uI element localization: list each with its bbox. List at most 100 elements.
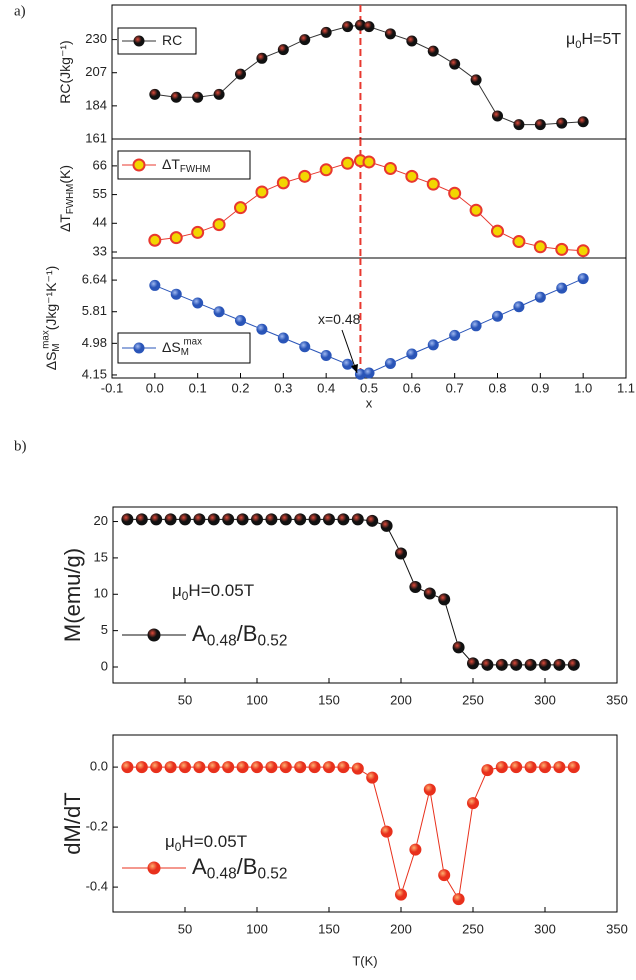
text-part: ΔS (162, 339, 181, 355)
legend-label: ΔTFWHM (162, 156, 210, 175)
marker (426, 177, 440, 191)
legend-marker (147, 861, 161, 875)
marker (149, 88, 161, 100)
marker (207, 513, 220, 526)
marker (384, 28, 396, 40)
marker (148, 233, 162, 247)
marker (169, 231, 183, 245)
marker (235, 314, 246, 326)
x-tick-label: 50 (178, 921, 192, 936)
marker (135, 761, 148, 774)
marker (351, 762, 364, 775)
marker (556, 282, 568, 294)
marker (135, 513, 148, 526)
y-tick-label: 184 (85, 97, 107, 112)
marker (351, 513, 364, 526)
marker (121, 513, 134, 526)
marker (409, 843, 422, 856)
text-part: 0.48 (207, 633, 237, 650)
series-line (154, 24, 584, 126)
x-tick-label: 250 (462, 692, 484, 707)
text-part: M(emu/g) (60, 548, 85, 642)
y-tick-label: 6.64 (82, 272, 107, 287)
text-part: ΔS (43, 352, 59, 371)
marker (277, 44, 289, 56)
legend-marker (133, 342, 145, 354)
y-tick-label: -0.4 (86, 879, 108, 894)
marker (567, 761, 580, 774)
marker (406, 348, 418, 360)
x-tick-label: 150 (318, 921, 340, 936)
marker (524, 761, 537, 774)
marker (265, 761, 278, 774)
text-part: H=0.05T (181, 832, 247, 851)
marker (150, 513, 163, 526)
marker (179, 761, 191, 774)
y-axis-label: ΔTFWHM(K) (57, 165, 76, 232)
x-tick-label: 100 (246, 692, 268, 707)
text-part: /B (237, 621, 258, 646)
marker (298, 169, 312, 183)
y-tick-label: 230 (85, 31, 107, 46)
text-part: M (51, 343, 62, 351)
marker (342, 21, 354, 33)
x-tick-label: 0.8 (488, 380, 506, 395)
marker (512, 235, 526, 249)
text-part: FWHM (180, 164, 210, 175)
marker (256, 52, 268, 64)
marker (513, 119, 525, 131)
x-tick-label: 0.3 (274, 380, 292, 395)
marker (354, 368, 366, 380)
legend-marker (133, 35, 145, 47)
marker (192, 297, 204, 309)
x-tick-label: -0.1 (101, 380, 123, 395)
marker (467, 797, 479, 810)
text-part: dM/dT (60, 792, 85, 854)
x-tick-label: 250 (462, 921, 484, 936)
marker (191, 225, 205, 239)
marker (251, 513, 263, 526)
y-tick-label: 15 (94, 549, 108, 564)
text-part: max (40, 330, 51, 349)
marker (555, 242, 569, 256)
text-part: RC(Jkg⁻¹) (57, 40, 73, 103)
y-tick-label: 0 (101, 658, 108, 673)
marker (294, 513, 307, 526)
x-axis-label: x (366, 395, 373, 410)
marker (276, 176, 290, 190)
marker (467, 657, 479, 670)
marker (255, 185, 269, 199)
marker (405, 169, 419, 183)
marker (337, 761, 350, 774)
marker (308, 761, 321, 774)
panel-label: a) (14, 3, 26, 19)
y-tick-label: 5 (101, 622, 108, 637)
y-tick-label: 44 (93, 215, 107, 230)
marker (323, 513, 335, 526)
marker (556, 117, 568, 129)
x-tick-label: 0.0 (146, 380, 164, 395)
y-tick-label: 0.0 (90, 759, 108, 774)
marker (193, 513, 206, 526)
arrow-head (351, 364, 358, 373)
text-part: A (192, 854, 207, 879)
y-tick-label: 161 (85, 130, 107, 145)
marker (366, 514, 379, 527)
marker (481, 764, 494, 777)
marker (533, 240, 547, 254)
y-tick-label: 55 (93, 186, 107, 201)
marker (320, 350, 332, 362)
marker (319, 163, 333, 177)
marker (363, 367, 375, 379)
x-tick-label: 0.1 (189, 380, 207, 395)
text-part: (K) (57, 165, 73, 184)
text-part: x=0.48 (318, 311, 361, 327)
text-part: μ (165, 832, 175, 851)
x-tick-label: 0.4 (317, 380, 335, 395)
y-tick-label: 20 (94, 513, 108, 528)
marker (149, 279, 161, 291)
marker (427, 45, 439, 57)
marker (279, 761, 292, 774)
marker (513, 301, 525, 313)
